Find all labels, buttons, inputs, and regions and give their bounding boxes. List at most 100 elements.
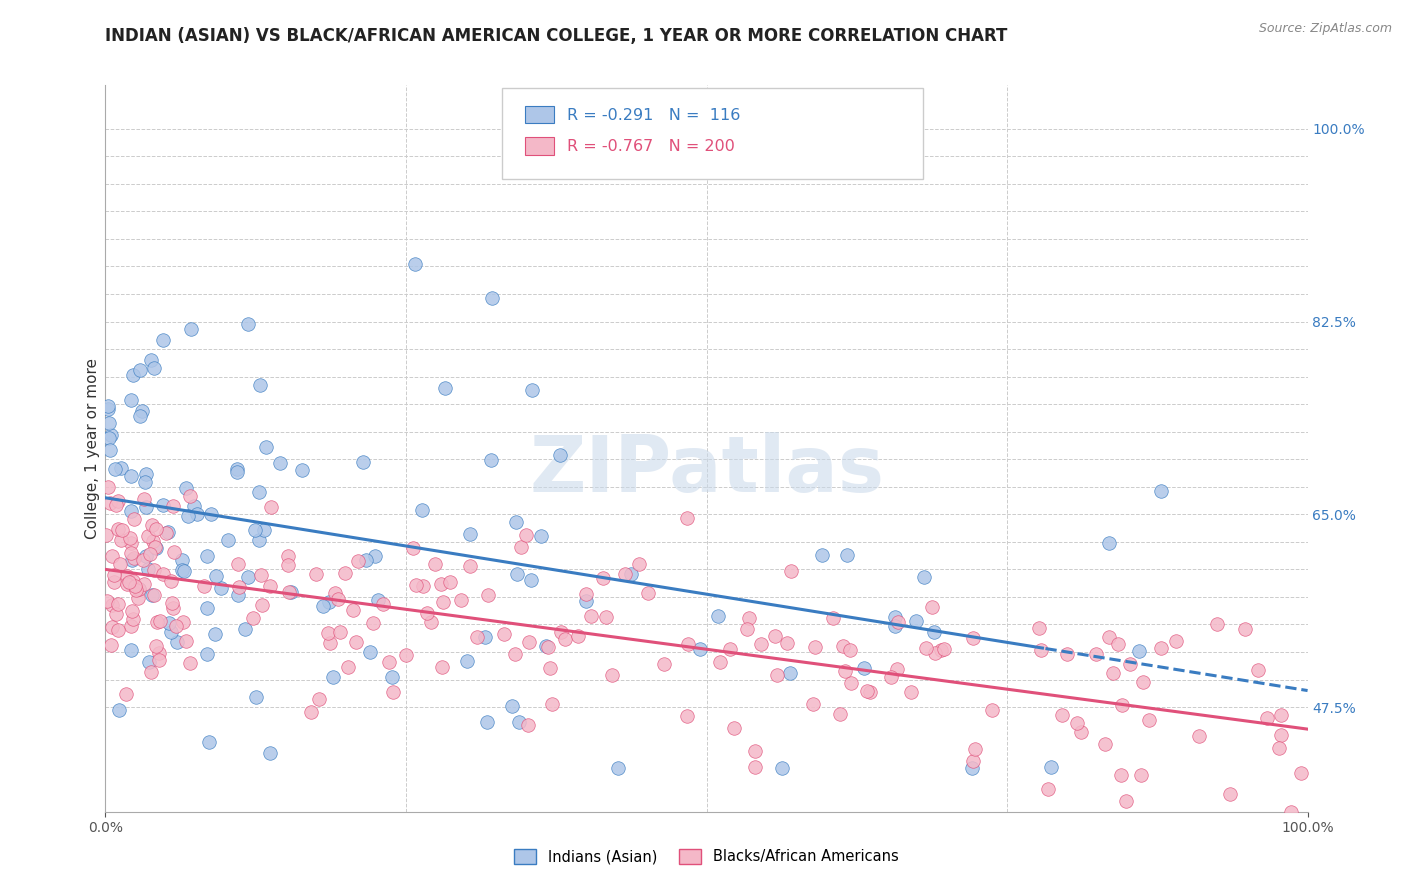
Point (120, 643, 142, 657)
Point (900, 685, 922, 699)
Point (101, 598, 124, 612)
Point (125, 583, 148, 598)
Point (152, 567, 174, 582)
Point (97, 431, 120, 445)
Point (134, 475, 156, 490)
Point (508, 715, 530, 730)
Point (152, 334, 174, 348)
Point (749, 637, 772, 651)
Point (166, 635, 188, 649)
Point (115, 577, 138, 591)
Point (475, 714, 498, 729)
Point (200, 507, 222, 521)
Point (139, 353, 162, 368)
Point (156, 524, 179, 539)
Point (884, 610, 907, 624)
Point (965, 742, 987, 756)
Text: ZIPatlas: ZIPatlas (529, 432, 884, 508)
Point (675, 708, 697, 723)
Point (723, 721, 745, 735)
Point (245, 690, 267, 705)
FancyBboxPatch shape (524, 106, 554, 123)
Point (1279, 805, 1302, 819)
Point (924, 646, 946, 660)
Point (132, 577, 155, 591)
Point (103, 574, 125, 589)
Point (107, 623, 129, 637)
Point (97, 399, 120, 413)
Point (962, 754, 984, 768)
Point (803, 697, 825, 711)
Point (1098, 630, 1121, 644)
Point (766, 667, 789, 681)
Point (254, 440, 277, 454)
Point (1267, 741, 1289, 756)
Point (107, 522, 129, 536)
Point (575, 593, 598, 607)
Point (1101, 666, 1123, 681)
Point (172, 553, 194, 567)
Point (432, 595, 454, 609)
Point (811, 548, 834, 562)
Point (101, 549, 124, 563)
Point (567, 629, 589, 643)
Point (170, 563, 193, 577)
Point (318, 625, 340, 640)
Point (537, 640, 560, 654)
Point (359, 645, 381, 659)
Point (291, 463, 314, 477)
Point (352, 455, 374, 469)
Point (163, 545, 186, 559)
Point (859, 685, 882, 699)
Point (371, 598, 394, 612)
Point (177, 509, 200, 524)
Point (118, 531, 141, 545)
Point (131, 553, 153, 567)
Point (1188, 729, 1211, 743)
Point (404, 257, 426, 271)
Point (195, 648, 218, 662)
Point (627, 557, 650, 571)
Point (141, 588, 163, 602)
Y-axis label: College, 1 year or more: College, 1 year or more (84, 358, 100, 539)
Point (135, 467, 157, 481)
Point (600, 667, 623, 681)
Point (108, 703, 131, 717)
Point (775, 636, 797, 650)
Point (122, 551, 145, 566)
Point (1219, 787, 1241, 801)
Point (183, 499, 205, 513)
Text: R = -0.291   N =  116: R = -0.291 N = 116 (567, 108, 741, 123)
Point (138, 547, 160, 561)
Point (522, 383, 544, 397)
Point (236, 317, 259, 331)
Point (308, 692, 330, 706)
Point (548, 448, 571, 462)
Point (204, 569, 226, 583)
Point (94, 528, 117, 542)
Point (434, 381, 457, 395)
Point (828, 706, 851, 721)
Point (301, 705, 323, 719)
Point (342, 603, 364, 617)
Point (1070, 725, 1092, 739)
Point (1150, 640, 1173, 655)
Point (233, 623, 256, 637)
Point (128, 582, 150, 596)
Point (319, 636, 342, 650)
Point (1289, 766, 1312, 780)
Point (128, 582, 150, 596)
Point (929, 642, 952, 657)
Point (460, 558, 482, 573)
Point (382, 685, 405, 699)
Point (107, 493, 129, 508)
Point (217, 533, 239, 547)
Point (98, 496, 121, 510)
Point (887, 615, 910, 630)
Point (347, 554, 370, 568)
Point (592, 571, 614, 585)
Point (193, 579, 215, 593)
Point (249, 377, 271, 392)
Point (367, 593, 389, 607)
Point (481, 291, 503, 305)
